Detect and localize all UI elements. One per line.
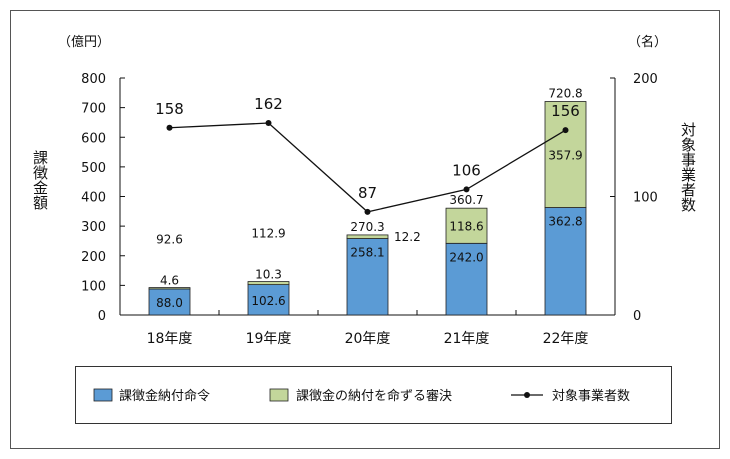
x-category-label: 22年度 <box>543 331 589 347</box>
left-tick-label: 700 <box>81 102 106 117</box>
left-tick-label: 800 <box>81 72 106 87</box>
data-label-total: 720.8 <box>548 86 582 100</box>
data-label-decision: 12.2 <box>394 230 421 244</box>
data-label-total: 112.9 <box>251 227 285 241</box>
data-label-order: 88.0 <box>156 296 183 310</box>
x-category-label: 21年度 <box>444 331 490 347</box>
x-category-label: 18年度 <box>147 331 193 347</box>
data-label-count: 162 <box>254 95 283 113</box>
legend-label-order: 課徴金納付命令 <box>119 388 210 404</box>
right-axis-title: 対象事業者数 <box>679 122 697 212</box>
right-tick-label: 0 <box>633 309 641 324</box>
x-category-label: 19年度 <box>246 331 292 347</box>
left-axis-title: 課徴金額 <box>31 150 49 210</box>
bar-decision <box>148 287 191 290</box>
legend-label-decision: 課徴金の納付を命ずる審決 <box>296 388 452 404</box>
data-label-decision: 4.6 <box>160 274 179 288</box>
right-axis-unit: （名） <box>628 34 667 50</box>
data-label-total: 92.6 <box>156 233 183 247</box>
data-label-order: 258.1 <box>350 246 384 260</box>
right-tick-label: 100 <box>633 191 658 206</box>
left-tick-label: 100 <box>81 279 106 294</box>
data-label-decision: 10.3 <box>255 268 282 282</box>
data-label-decision: 118.6 <box>449 220 483 234</box>
point-count <box>463 186 470 193</box>
legend-label-count: 対象事業者数 <box>552 388 630 404</box>
left-tick-label: 500 <box>81 161 106 176</box>
left-tick-label: 600 <box>81 131 106 146</box>
data-label-count: 158 <box>155 100 184 118</box>
bar-decision <box>247 281 290 286</box>
point-count <box>166 124 173 131</box>
left-axis-unit: （億円） <box>58 34 110 50</box>
bar-decision <box>346 234 389 239</box>
data-label-count: 87 <box>358 184 377 202</box>
data-label-count: 106 <box>452 161 481 179</box>
legend: 課徴金納付命令 課徴金の納付を命ずる審決 対象事業者数 <box>75 366 672 424</box>
legend-swatch-order <box>93 388 113 402</box>
bar-order <box>544 207 587 316</box>
bar-order <box>346 238 389 316</box>
data-label-total: 270.3 <box>350 220 384 234</box>
left-tick-label: 400 <box>81 191 106 206</box>
bar-order <box>247 284 290 316</box>
data-label-total: 360.7 <box>449 193 483 207</box>
bar-order <box>445 242 488 316</box>
legend-marker-sample <box>524 392 530 398</box>
data-label-order: 242.0 <box>449 250 483 264</box>
left-tick-label: 0 <box>98 309 106 324</box>
point-count <box>265 120 272 127</box>
data-label-order: 102.6 <box>251 294 285 308</box>
bar-order <box>148 288 191 316</box>
plot-area: 0 100 200 300 400 500 600 700 800 0 100 200 18年度 19年度… <box>81 72 658 347</box>
point-count <box>364 208 371 215</box>
point-count <box>562 127 569 134</box>
data-label-decision: 357.9 <box>548 149 582 163</box>
legend-swatch-decision <box>269 388 289 402</box>
right-tick-label: 200 <box>633 72 658 87</box>
bar-decision <box>445 207 488 244</box>
data-label-count: 156 <box>551 102 580 120</box>
left-tick-label: 200 <box>81 250 106 265</box>
data-label-order: 362.8 <box>548 215 582 229</box>
x-category-label: 20年度 <box>345 331 391 347</box>
left-tick-label: 300 <box>81 220 106 235</box>
bar-decision <box>544 101 587 208</box>
legend-frame <box>75 366 672 424</box>
